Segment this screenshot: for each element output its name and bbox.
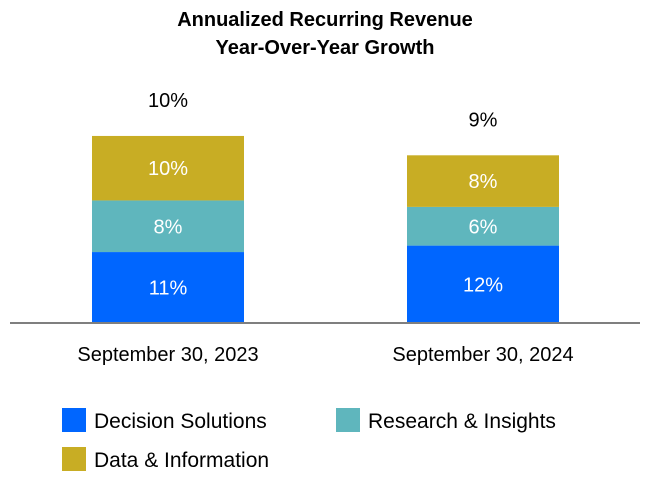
total-label: 9% xyxy=(469,109,498,131)
legend-swatch xyxy=(336,408,360,432)
legend-label: Decision Solutions xyxy=(94,410,267,433)
legend-label: Data & Information xyxy=(94,449,269,472)
data-label: 10% xyxy=(148,158,188,180)
chart-title-line-2: Year-Over-Year Growth xyxy=(216,37,435,59)
bar-segment xyxy=(407,206,559,246)
legend-label: Research & Insights xyxy=(368,410,556,433)
data-label: 11% xyxy=(149,278,188,300)
total-label: 10% xyxy=(148,90,188,112)
data-label: 8% xyxy=(154,216,183,238)
data-label: 12% xyxy=(463,274,503,296)
bar-segment xyxy=(92,135,244,201)
bar-segment xyxy=(92,252,244,323)
data-label: 8% xyxy=(469,171,498,193)
legend-swatch xyxy=(62,447,86,471)
bar-segment xyxy=(407,245,559,323)
bar-segment xyxy=(92,200,244,253)
x-tick-label: September 30, 2024 xyxy=(392,344,573,366)
chart-title-line-1: Annualized Recurring Revenue xyxy=(177,9,473,31)
legend-swatch xyxy=(62,408,86,432)
data-label: 6% xyxy=(469,216,498,238)
bar-segment xyxy=(407,155,559,207)
x-tick-label: September 30, 2023 xyxy=(77,344,258,366)
